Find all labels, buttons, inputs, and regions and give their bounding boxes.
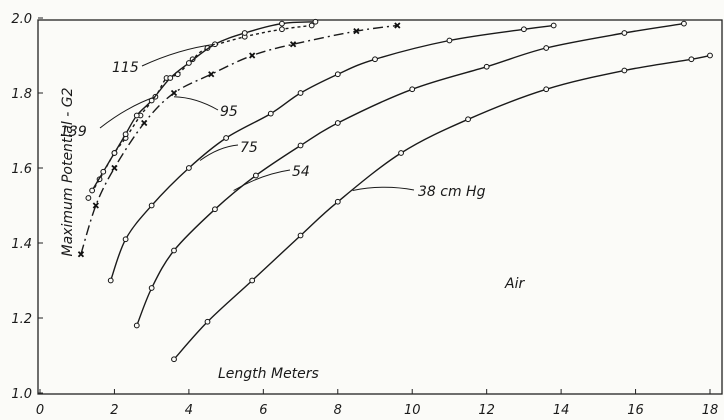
series-labels: 115 139 95 75 54 38 cm Hg: [60, 43, 486, 200]
data-point: [688, 56, 695, 63]
series-line-4: [136, 22, 685, 326]
data-point: [334, 71, 341, 78]
data-point: [148, 285, 155, 291]
y-tick-label: 2.0: [11, 12, 32, 27]
y-tick-label: 1.4: [11, 237, 32, 252]
data-point: [185, 60, 192, 66]
series-label: 38 cm Hg: [418, 184, 486, 200]
x-tick-label: 2: [110, 403, 118, 418]
data-point: [279, 20, 285, 27]
data-point: [520, 26, 527, 33]
data-point: [707, 52, 713, 59]
x-tick-label: 8: [334, 403, 342, 418]
data-point: [308, 22, 315, 29]
data-point: [334, 120, 341, 126]
data-point: [100, 168, 107, 175]
data-point: [148, 202, 155, 209]
data-point: [543, 45, 550, 51]
data-point: [223, 135, 230, 141]
data-point: [409, 86, 416, 93]
data-point: [204, 318, 211, 325]
data-point: [171, 247, 177, 254]
y-tick-label: 1.8: [11, 87, 32, 102]
x-axis-label: Length Meters: [218, 366, 319, 382]
x-tick-label: 6: [259, 403, 267, 418]
data-point: [107, 277, 114, 284]
data-point: [621, 30, 628, 36]
series-label: 95: [220, 104, 238, 120]
series-label: 139: [60, 124, 87, 140]
series-line-3: [110, 24, 554, 281]
data-point: [312, 18, 319, 25]
label-pointer: [173, 96, 219, 111]
x-tick-label: 4: [185, 403, 193, 418]
label-pointer: [199, 144, 239, 161]
data-point: [252, 172, 259, 179]
data-point: [185, 165, 192, 171]
data-point: [446, 37, 453, 44]
annotation-air: Air: [504, 276, 525, 292]
data-point-x: [141, 119, 148, 127]
data-point-x: [208, 71, 215, 78]
x-tick-label: 12: [478, 403, 495, 418]
data-point: [122, 131, 129, 138]
data-point: [334, 198, 341, 205]
y-tick-label: 1.0: [11, 387, 32, 402]
data-point: [483, 63, 490, 70]
data-point-x: [77, 251, 85, 258]
x-tick-label: 14: [553, 403, 570, 418]
data-point-x: [394, 22, 401, 29]
y-axis-label: Maximum Potential - G2: [60, 87, 76, 256]
data-point: [279, 26, 285, 33]
data-point: [297, 232, 304, 239]
x-tick-label: 16: [627, 403, 644, 418]
label-pointer: [233, 169, 291, 191]
label-pointer: [352, 186, 415, 191]
data-point: [167, 75, 174, 81]
data-point: [297, 142, 304, 149]
data-point: [550, 22, 557, 29]
data-point-x: [92, 202, 99, 209]
data-point: [372, 56, 378, 63]
data-point: [241, 30, 248, 36]
series-label: 115: [112, 60, 139, 76]
series-line-5: [173, 54, 711, 360]
data-point: [249, 277, 256, 284]
series-label: 75: [240, 140, 258, 156]
axis-ticks: 0 2 4 6 8 10 12 14 16 18 1.0 1.2 1.4 1.6 1.8 2.0: [11, 12, 718, 418]
data-point: [85, 195, 92, 201]
data-point-x: [353, 27, 360, 35]
data-point: [267, 110, 274, 117]
data-point: [543, 86, 550, 93]
data-point: [89, 187, 96, 194]
x-tick-label: 18: [702, 403, 719, 418]
data-point: [681, 20, 687, 27]
data-point: [621, 67, 628, 74]
data-point: [297, 90, 304, 96]
data-point: [111, 150, 118, 156]
data-point-x: [170, 89, 178, 97]
x-tick-label: 0: [36, 403, 44, 418]
y-tick-label: 1.2: [11, 312, 32, 327]
data-point: [122, 236, 129, 243]
series-group: [77, 18, 713, 363]
data-point-x: [111, 164, 118, 172]
data-point-x: [289, 41, 297, 48]
data-point: [465, 116, 471, 123]
data-point: [133, 112, 140, 119]
data-point: [212, 206, 218, 213]
data-point: [133, 322, 140, 329]
label-pointer: [99, 96, 156, 129]
data-point: [398, 150, 404, 156]
x-tick-label: 10: [404, 403, 421, 418]
data-point-x: [249, 52, 256, 59]
data-point: [171, 356, 177, 363]
label-pointer: [141, 43, 216, 67]
y-tick-label: 1.6: [11, 162, 32, 177]
plot-frame: [37, 19, 723, 395]
series-label: 54: [292, 164, 310, 180]
